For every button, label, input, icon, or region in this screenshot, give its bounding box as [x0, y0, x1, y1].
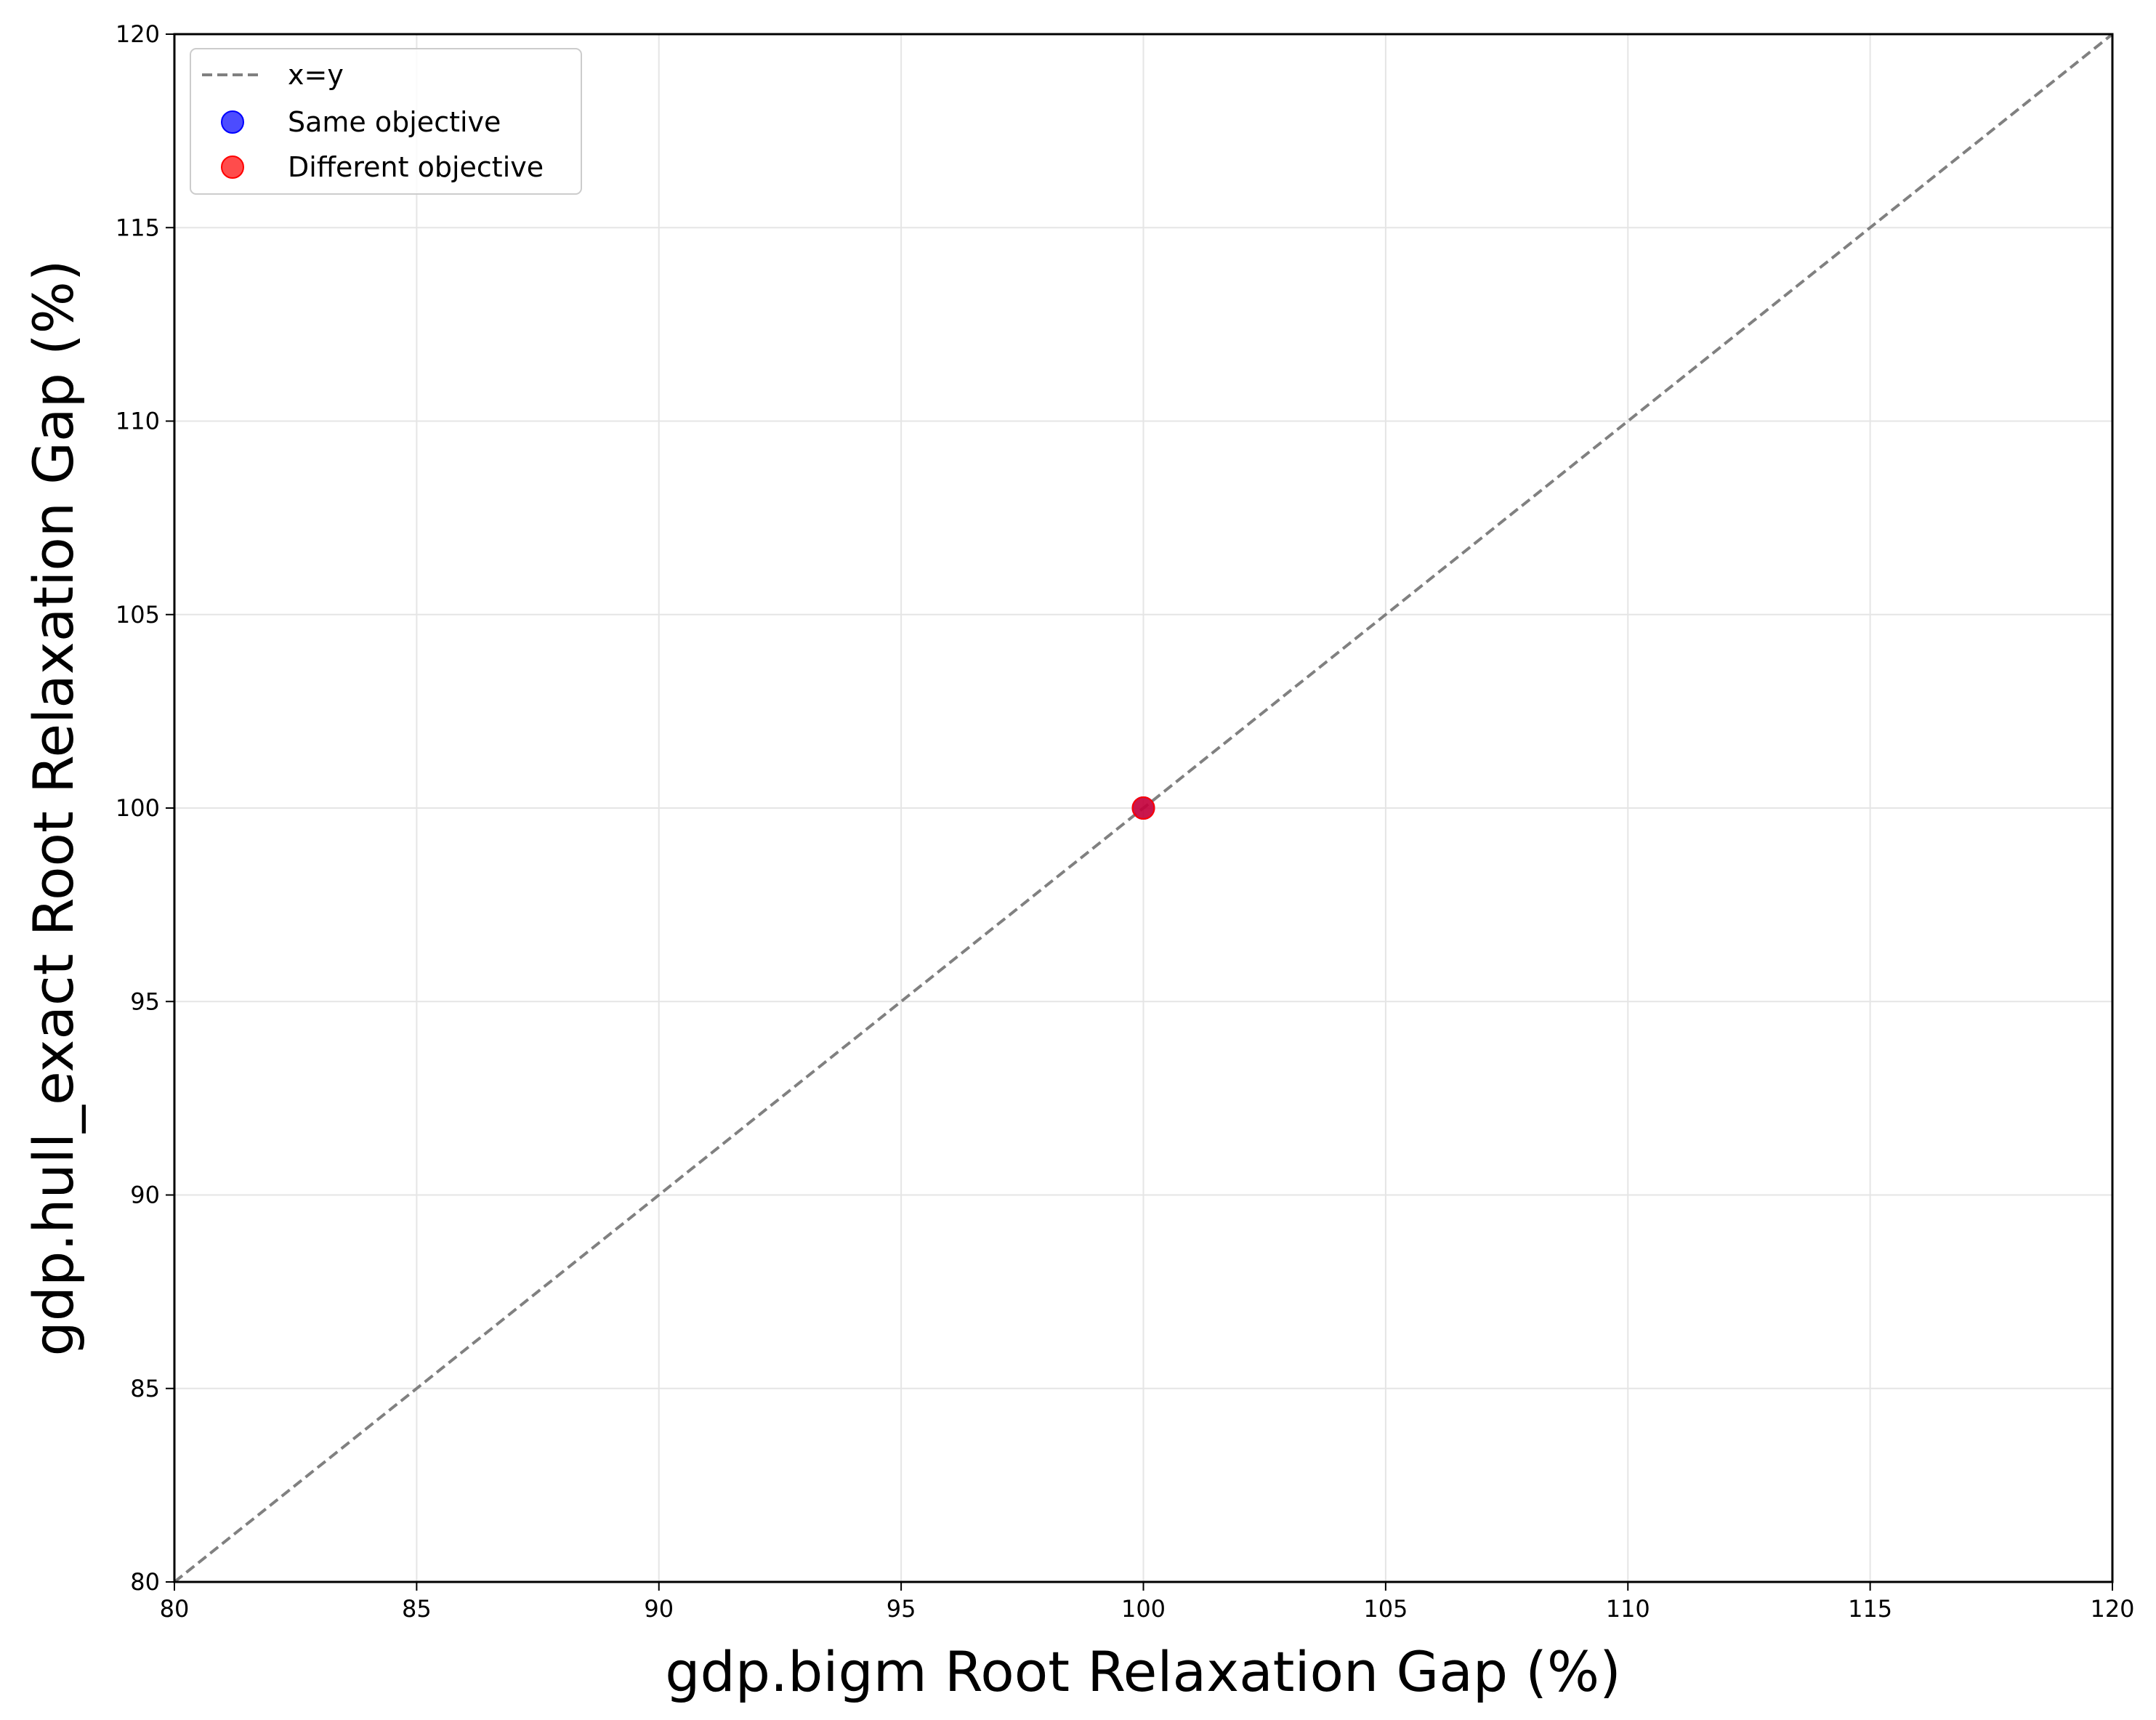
- y-tick-label: 90: [130, 1182, 160, 1209]
- x-tick-label: 85: [402, 1595, 432, 1623]
- legend-same-objective-marker: [221, 110, 244, 134]
- legend-different-objective-label: Different objective: [288, 151, 544, 183]
- x-tick-label: 110: [1606, 1595, 1650, 1623]
- y-tick-label: 105: [116, 601, 160, 629]
- x-tick-label: 115: [1848, 1595, 1892, 1623]
- y-tick-label: 120: [116, 20, 160, 48]
- y-tick-label: 85: [130, 1375, 160, 1402]
- x-tick-label: 80: [160, 1595, 190, 1623]
- y-axis-label: gdp.hull_exact Root Relaxation Gap (%): [21, 259, 86, 1356]
- y-tick-label: 80: [130, 1568, 160, 1596]
- x-tick-label: 95: [887, 1595, 916, 1623]
- legend: x=y Same objective Different objective: [190, 48, 582, 195]
- legend-frame: [190, 48, 582, 195]
- data-point-different-objective: [1131, 796, 1155, 820]
- x-tick-label: 90: [644, 1595, 674, 1623]
- y-tick-label: 115: [116, 214, 160, 241]
- data-points-layer: [1131, 796, 1155, 820]
- x-tick-label: 100: [1121, 1595, 1166, 1623]
- x-tick-label: 120: [2090, 1595, 2134, 1623]
- x-tick-label: 105: [1363, 1595, 1408, 1623]
- legend-different-objective-marker: [221, 156, 244, 179]
- x-axis-ticks: 80 85 90 95 100 105 110 115 120: [160, 1582, 2135, 1623]
- y-tick-label: 95: [130, 988, 160, 1015]
- y-axis-ticks: 80 85 90 95 100 105 110 115 120: [116, 20, 174, 1596]
- y-tick-label: 110: [116, 408, 160, 435]
- legend-same-objective-label: Same objective: [288, 106, 501, 138]
- legend-reference-line-label: x=y: [288, 59, 344, 91]
- y-tick-label: 100: [116, 794, 160, 822]
- x-axis-label: gdp.bigm Root Relaxation Gap (%): [665, 1639, 1621, 1704]
